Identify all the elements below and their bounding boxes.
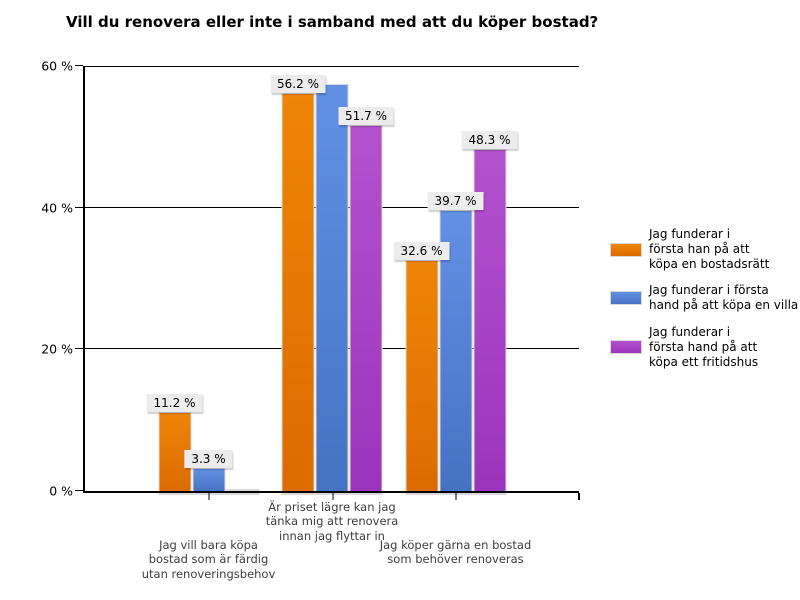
category-label: Är priset lägre kan jag tänka mig att re… [265, 500, 399, 543]
legend-swatch [610, 340, 642, 355]
bar-value-label: 32.6 % [393, 242, 450, 261]
legend-swatch [610, 291, 642, 306]
bar-value-label: 11.2 % [146, 393, 203, 412]
y-axis-tick [75, 490, 83, 491]
legend-label: Jag funderar i första hand på att köpa e… [649, 283, 799, 313]
bar-value-label: 56.2 % [270, 74, 326, 93]
bar-value-label: 48.3 % [461, 130, 518, 149]
y-axis-tick [75, 348, 83, 350]
y-axis-tick [75, 206, 83, 208]
x-axis-tick [455, 493, 457, 500]
bar-value-label: 39.7 % [427, 191, 484, 210]
bar-series-3: 51.7 % [338, 106, 394, 491]
y-axis-tick-label: 40 % [41, 200, 73, 216]
legend-swatch [610, 242, 642, 257]
legend-item: Jag funderar i första han på att köpa en… [610, 227, 798, 272]
bar-group: 56.2 % 51.7 % [270, 66, 394, 500]
x-axis-tick [208, 493, 210, 500]
chart-title: Vill du renovera eller inte i samband me… [66, 13, 599, 31]
y-axis-tick-label: 60 % [41, 58, 73, 74]
y-axis-tick-label: 20 % [41, 341, 73, 357]
legend-label: Jag funderar i första hand på att köpa e… [649, 324, 759, 369]
bar-series-2: 3.3 % [184, 449, 233, 491]
category-label: Jag köper gärna en bostad som behöver re… [379, 538, 532, 567]
legend-item: Jag funderar i första hand på att köpa e… [610, 325, 798, 370]
bar-series-2: 39.7 % [427, 191, 484, 491]
legend: Jag funderar i första han på att köpa en… [610, 227, 798, 381]
legend-item: Jag funderar i första hand på att köpa e… [610, 283, 798, 313]
bar-series-2 [315, 83, 349, 491]
bar-value-label: 3.3 % [184, 449, 233, 468]
bar-series-1: 32.6 % [393, 242, 450, 491]
y-axis-tick-label: 0 % [49, 483, 73, 499]
x-axis-end-tick [578, 493, 580, 500]
bar-group: 32.6 % 39.7 % 48.3 % [393, 66, 518, 500]
bar-value-label: 51.7 % [338, 106, 394, 125]
y-axis-tick [75, 65, 83, 66]
bar-group: 11.2 % 3.3 % [146, 66, 259, 500]
bar-series-1: 56.2 % [270, 74, 326, 491]
gridline [85, 66, 579, 67]
x-axis-tick [332, 493, 333, 500]
legend-label: Jag funderar i första han på att köpa en… [649, 227, 770, 272]
bar-series-3 [226, 489, 259, 491]
category-label: Jag vill bara köpa bostad som är färdig … [141, 538, 276, 581]
plot-area: 0 % 20 % 40 % 60 % 11.2 % 3.3 % 56.2 % 51.7 % 32… [41, 59, 580, 500]
